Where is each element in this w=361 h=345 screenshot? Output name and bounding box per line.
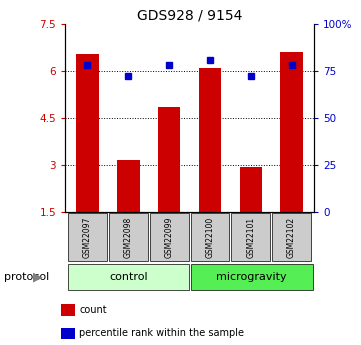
Text: protocol: protocol bbox=[4, 272, 49, 282]
Bar bbox=[280, 52, 303, 212]
Text: ▶: ▶ bbox=[33, 270, 43, 283]
Text: control: control bbox=[109, 272, 148, 282]
Bar bbox=[158, 107, 180, 212]
Bar bbox=[191, 264, 313, 290]
Bar bbox=[117, 160, 139, 212]
Bar bbox=[199, 68, 221, 212]
Text: microgravity: microgravity bbox=[217, 272, 287, 282]
Text: GSM22097: GSM22097 bbox=[83, 217, 92, 258]
Bar bbox=[76, 54, 99, 212]
Text: GSM22102: GSM22102 bbox=[287, 217, 296, 258]
Title: GDS928 / 9154: GDS928 / 9154 bbox=[137, 9, 242, 23]
Bar bbox=[231, 213, 270, 261]
Text: percentile rank within the sample: percentile rank within the sample bbox=[79, 328, 244, 338]
Bar bbox=[272, 213, 311, 261]
Bar bbox=[109, 213, 148, 261]
Bar bbox=[191, 213, 229, 261]
Text: GSM22099: GSM22099 bbox=[165, 217, 174, 258]
Bar bbox=[61, 304, 75, 316]
Text: GSM22100: GSM22100 bbox=[205, 217, 214, 258]
Text: GSM22101: GSM22101 bbox=[246, 217, 255, 258]
Bar bbox=[61, 328, 75, 339]
Bar bbox=[68, 213, 107, 261]
Text: count: count bbox=[79, 305, 107, 315]
Bar bbox=[150, 213, 188, 261]
Bar bbox=[240, 167, 262, 212]
Bar bbox=[68, 264, 188, 290]
Text: GSM22098: GSM22098 bbox=[124, 217, 133, 258]
